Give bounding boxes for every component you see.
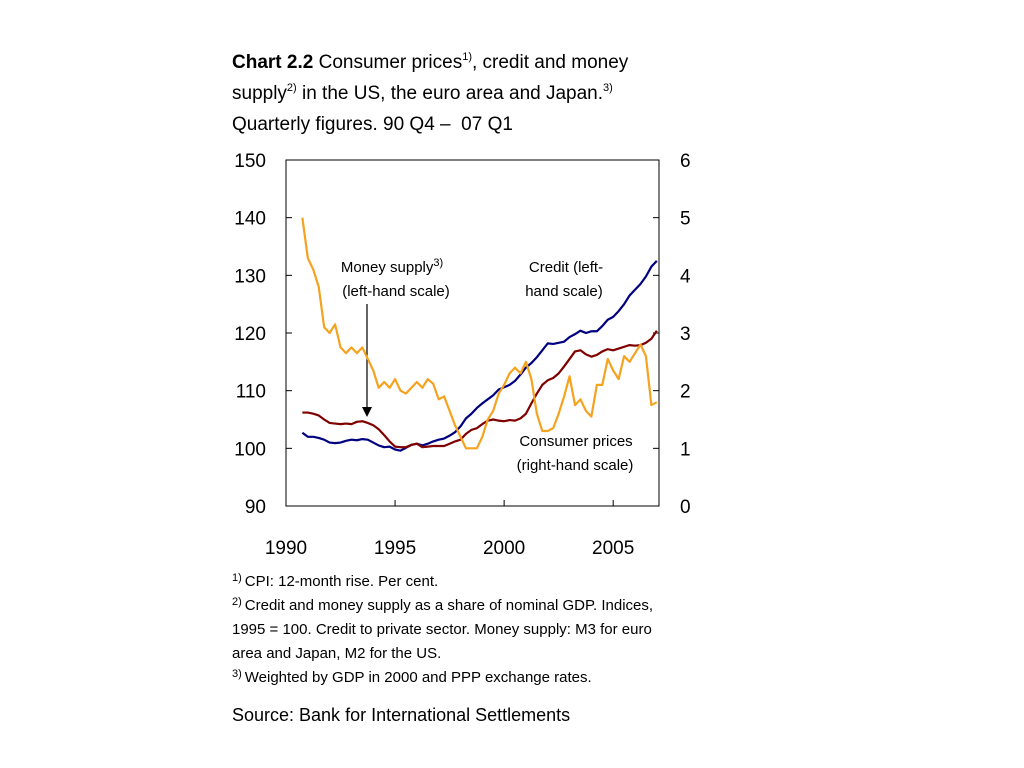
- footnote-text: Credit and money supply as a share of no…: [245, 597, 653, 614]
- y2-tick-label: 6: [680, 151, 691, 172]
- annotation: Credit (left-: [529, 259, 603, 276]
- annotation: (left-hand scale): [342, 283, 450, 300]
- y2-tick-label: 5: [680, 209, 691, 230]
- footnote-line: 1995 = 100. Credit to private sector. Mo…: [232, 621, 652, 638]
- plot-frame: [285, 159, 660, 507]
- footnote-text: area and Japan, M2 for the US.: [232, 645, 441, 662]
- source: Source: Bank for International Settlemen…: [232, 705, 570, 725]
- footnote-line: 2) Credit and money supply as a share of …: [232, 596, 653, 614]
- annotation-note: 3): [433, 257, 443, 269]
- x-tick-label: 1990: [265, 538, 307, 559]
- y-tick-label: 100: [234, 439, 266, 460]
- title-note: 3): [603, 82, 613, 94]
- y2-tick-label: 2: [680, 382, 691, 403]
- x-tick-label: 1995: [374, 538, 416, 559]
- series-line: [301, 260, 658, 452]
- footnote-text: Weighted by GDP in 2000 and PPP exchange…: [245, 669, 592, 686]
- y-tick-label: 150: [234, 151, 266, 172]
- footnotes: 1) CPI: 12-month rise. Per cent.2) Credit …: [232, 572, 653, 686]
- title-text: in the US, the euro area and Japan.: [297, 83, 603, 104]
- x-tick-label: 2000: [483, 538, 525, 559]
- series-line: [302, 330, 658, 449]
- subtitle: Quarterly figures. 90 Q4 – 07 Q1: [232, 114, 513, 135]
- title-line: Chart 2.2 Consumer prices1), credit and …: [232, 51, 629, 73]
- y2-tick-label: 0: [680, 497, 691, 518]
- annotation: Money supply3): [341, 257, 443, 276]
- footnote-marker: 1): [232, 572, 242, 584]
- footnote-line: area and Japan, M2 for the US.: [232, 645, 441, 662]
- y-tick-label: 110: [236, 382, 266, 403]
- footnote-line: 3) Weighted by GDP in 2000 and PPP exchan…: [232, 668, 592, 686]
- annotation-text: Money supply: [341, 259, 434, 276]
- footnote-marker: 3): [232, 668, 242, 680]
- annotation: (right-hand scale): [517, 457, 634, 474]
- y-tick-label: 90: [245, 497, 266, 518]
- annotation: Consumer prices: [519, 433, 632, 450]
- y-tick-label: 140: [234, 209, 266, 230]
- annotation: hand scale): [525, 283, 603, 300]
- footnote-marker: 2): [232, 596, 242, 608]
- title-label: Chart 2.2: [232, 52, 313, 73]
- footnote-text: CPI: 12-month rise. Per cent.: [245, 573, 438, 590]
- x-tick-label: 2005: [592, 538, 634, 559]
- y2-tick-label: 4: [680, 266, 691, 287]
- y-tick-label: 120: [234, 324, 266, 345]
- title-line: supply2) in the US, the euro area and Ja…: [232, 82, 613, 104]
- y2-tick-label: 3: [680, 324, 691, 345]
- y2-tick-label: 1: [680, 439, 691, 460]
- series-line: [301, 217, 658, 450]
- footnote-line: 1) CPI: 12-month rise. Per cent.: [232, 572, 438, 590]
- title-text: Consumer prices: [313, 52, 462, 73]
- title-text: , credit and money: [472, 52, 629, 73]
- footnote-text: 1995 = 100. Credit to private sector. Mo…: [232, 621, 652, 638]
- arrow-head: [362, 407, 372, 417]
- title-note: 1): [462, 51, 472, 63]
- title-note: 2): [287, 82, 297, 94]
- y-tick-label: 130: [234, 266, 266, 287]
- title-text: supply: [232, 83, 287, 104]
